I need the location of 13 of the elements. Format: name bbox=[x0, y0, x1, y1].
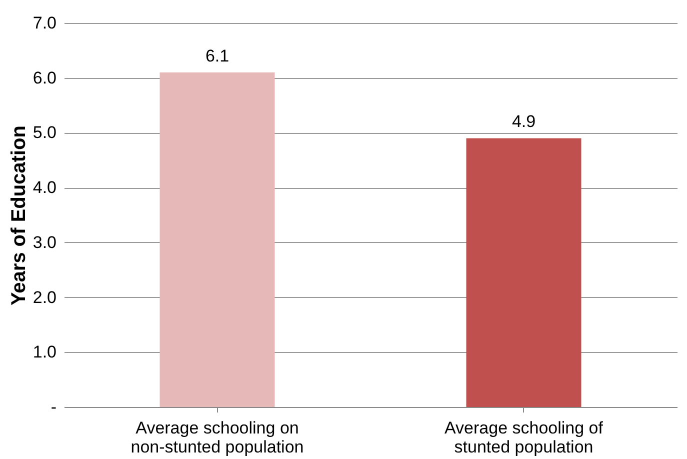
y-tick-label: 3.0 bbox=[32, 232, 56, 252]
y-axis-title: Years of Education bbox=[8, 125, 30, 306]
y-tick-label: 6.0 bbox=[32, 68, 56, 88]
data-label: 4.9 bbox=[512, 112, 536, 132]
y-tick-label: 5.0 bbox=[32, 123, 56, 142]
y-tick-label: 2.0 bbox=[32, 288, 56, 307]
y-tick-label: - bbox=[50, 398, 56, 416]
y-tick-label: 7.0 bbox=[32, 14, 56, 32]
y-tick-label: 4.0 bbox=[32, 178, 56, 198]
x-tick-label: Average schooling on non-stunted population bbox=[130, 418, 304, 456]
y-tick-label: 1.0 bbox=[32, 342, 56, 362]
x-tick-label: Average schooling of stunted population bbox=[444, 418, 604, 456]
data-label: 6.1 bbox=[205, 46, 230, 66]
